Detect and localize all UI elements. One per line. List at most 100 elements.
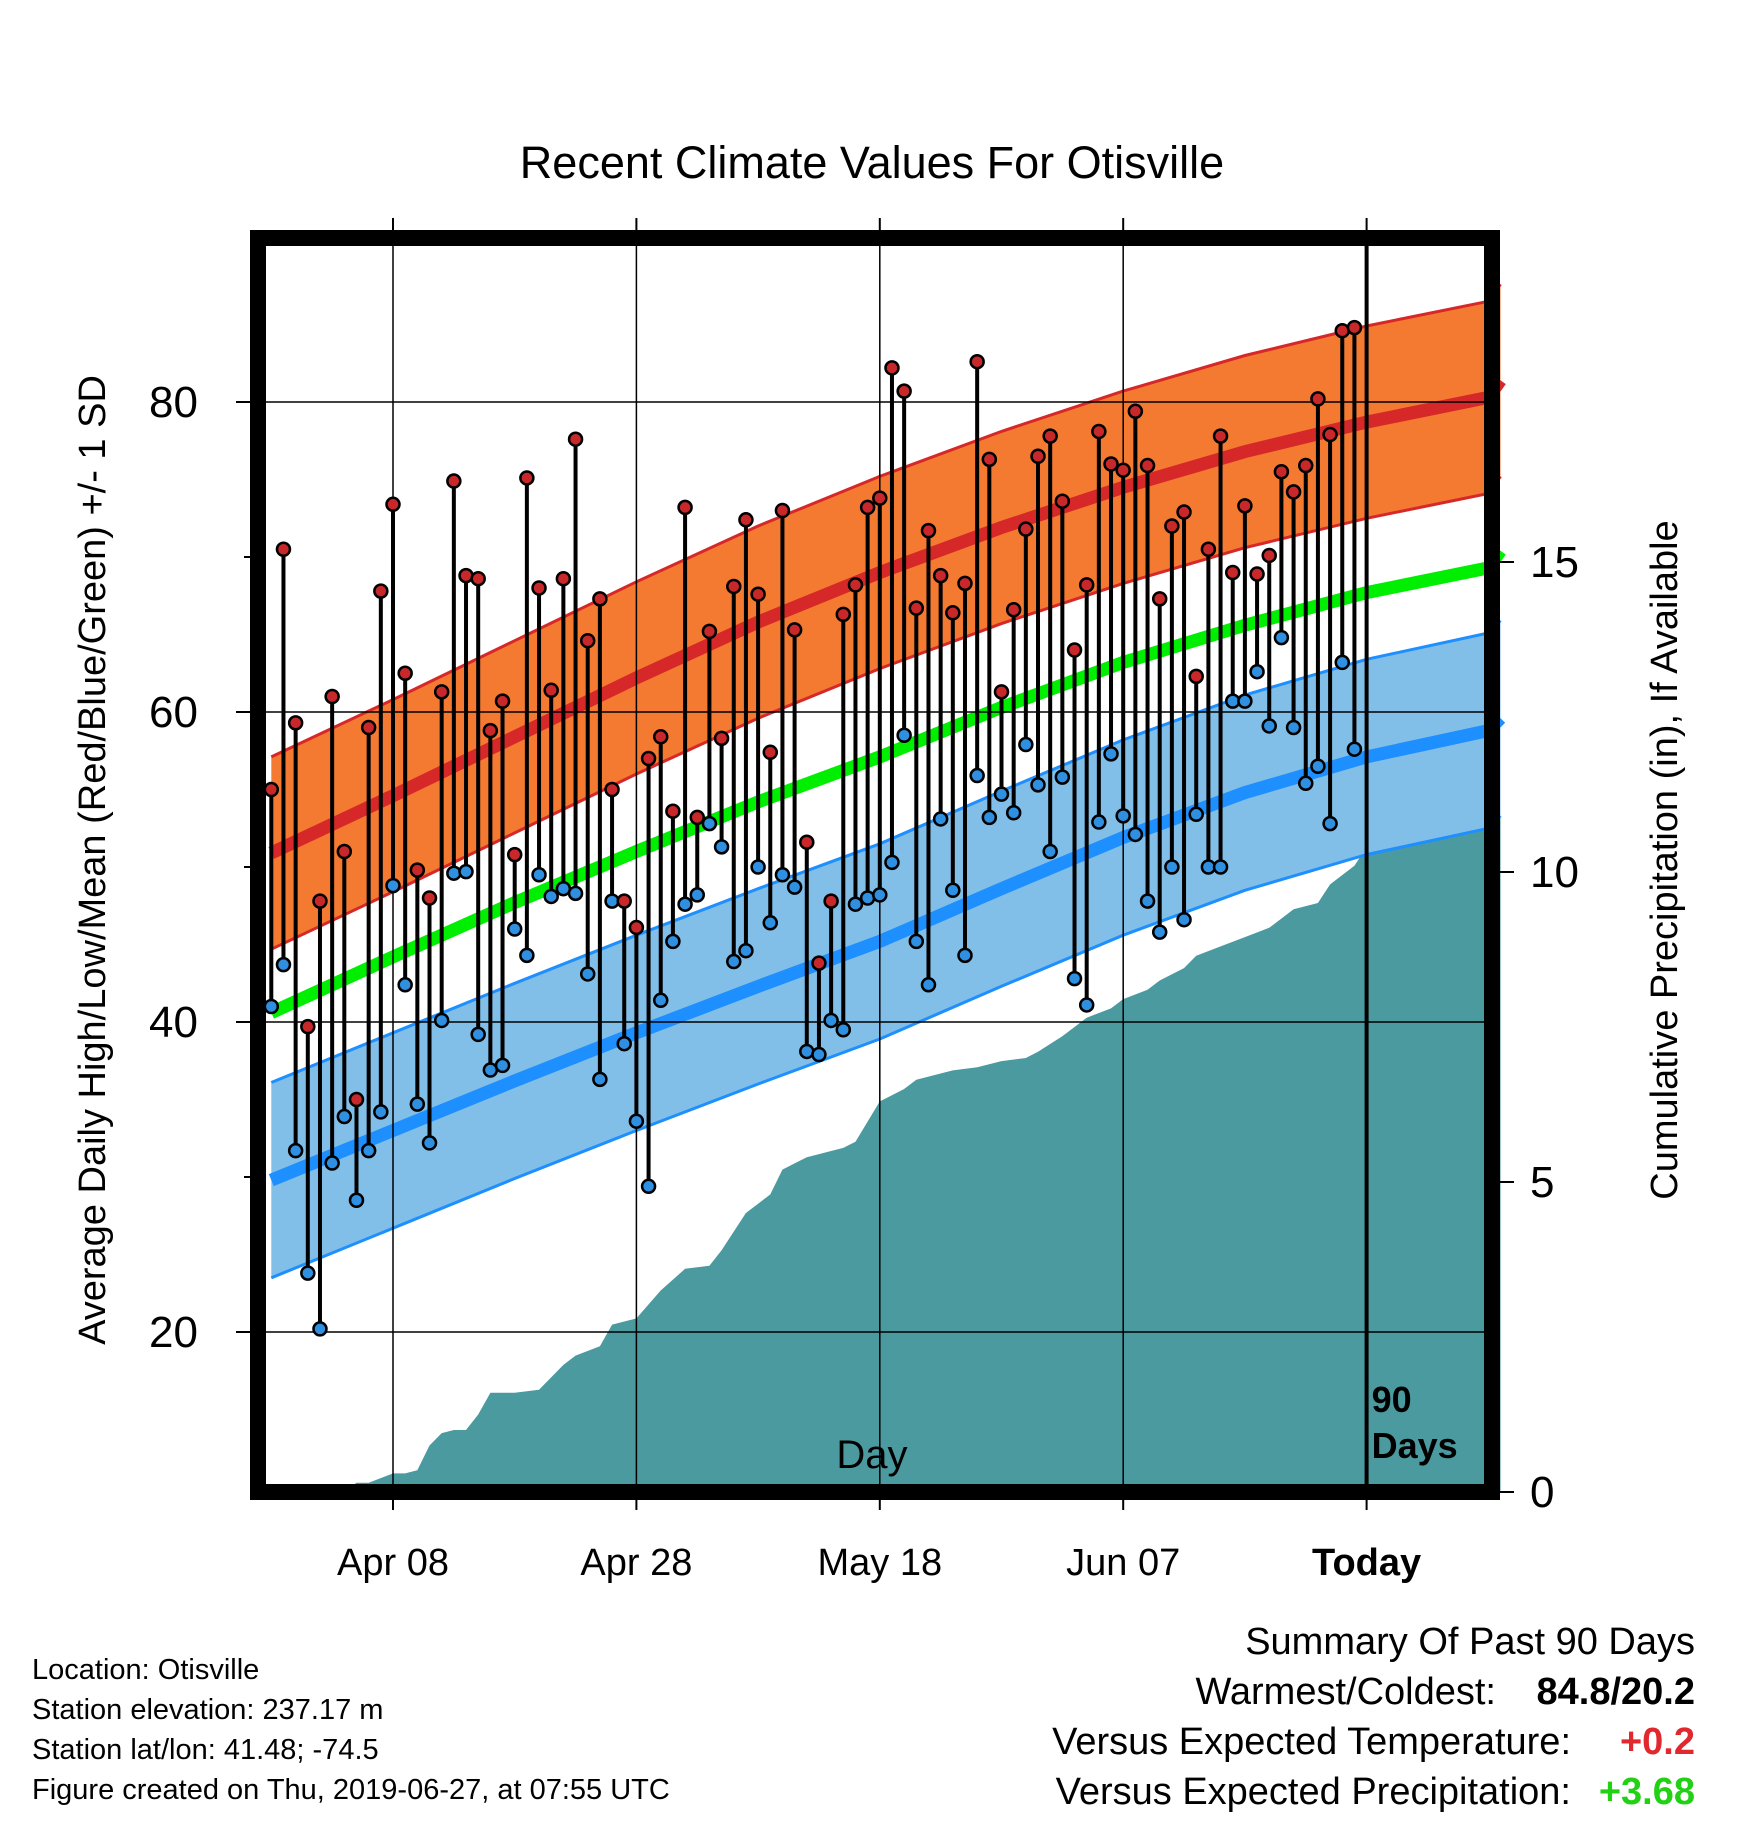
daily-high-point — [397, 665, 413, 681]
daily-high-point — [1139, 457, 1156, 474]
daily-high-point — [1054, 493, 1071, 509]
daily-high-point — [1127, 403, 1144, 420]
daily-high-point — [701, 623, 718, 640]
daily-high-point — [1103, 456, 1119, 472]
daily-low-point — [945, 882, 961, 898]
x-tick-label: Today — [1312, 1542, 1421, 1584]
daily-bar — [1249, 566, 1265, 680]
daily-low-point — [665, 933, 681, 950]
summary-temp: Versus Expected Temperature: +0.2 — [795, 1717, 1695, 1767]
daily-low-point — [628, 1113, 645, 1129]
daily-high-point — [1224, 564, 1241, 581]
temp-deviation-label: Versus Expected Temperature: — [1052, 1721, 1571, 1763]
daily-bar — [579, 632, 596, 982]
daily-high-point — [1310, 391, 1326, 407]
y2-tick-label: 10 — [1530, 848, 1579, 897]
y-tick-label: 40 — [149, 998, 198, 1047]
daily-low-point — [263, 998, 280, 1015]
daily-bar — [628, 919, 645, 1129]
y-tick-label: 60 — [149, 688, 198, 737]
daily-high-point — [579, 632, 596, 649]
daily-bar — [1005, 601, 1022, 821]
summary-heading: Summary Of Past 90 Days — [1245, 1621, 1695, 1663]
daily-high-point — [1237, 498, 1253, 514]
x-tick-label: Jun 07 — [1066, 1542, 1180, 1584]
daily-low-point — [324, 1155, 340, 1171]
daily-high-point — [774, 502, 791, 519]
daily-high-point — [446, 473, 462, 489]
daily-low-point — [1273, 629, 1290, 646]
warm-cold-label: Warmest/Coldest: — [1195, 1671, 1496, 1713]
daily-low-point — [689, 887, 705, 903]
daily-low-point — [1249, 663, 1265, 680]
daily-high-point — [835, 606, 852, 623]
daily-bar — [421, 890, 438, 1151]
daily-bar — [336, 843, 353, 1125]
daily-bar — [872, 490, 888, 903]
precipitation-area — [271, 748, 1501, 1492]
daily-high-point — [336, 843, 353, 860]
daily-bar — [1224, 564, 1241, 709]
daily-high-point — [665, 803, 681, 819]
daily-low-point — [920, 977, 937, 993]
precip-deviation-value: +3.68 — [1598, 1771, 1695, 1813]
daily-bar — [1346, 319, 1363, 757]
daily-low-point — [1078, 997, 1095, 1013]
daily-low-point — [957, 947, 973, 964]
daily-low-point — [458, 863, 474, 880]
normal-high-normal-line — [268, 376, 1506, 859]
normal-high-upper-edge — [270, 283, 1502, 759]
daily-low-point — [1005, 805, 1022, 821]
daily-high-point — [1091, 423, 1107, 440]
daily-low-point — [531, 867, 547, 883]
daily-bar — [811, 955, 827, 1063]
daily-low-point — [1310, 758, 1326, 774]
daily-low-point — [847, 896, 864, 912]
y2-axis-label: Cumulative Precipitation (in), If Availa… — [1644, 520, 1686, 1199]
daily-bars-layer — [263, 319, 1363, 1337]
daily-bar — [1151, 591, 1168, 940]
daily-low-point — [397, 977, 413, 993]
daily-bar — [1273, 464, 1290, 646]
daily-bar — [519, 470, 535, 964]
daily-high-point — [1176, 504, 1192, 520]
daily-bar — [470, 570, 486, 1043]
daily-bar — [908, 600, 925, 950]
precip-deviation-label: Versus Expected Precipitation: — [1055, 1771, 1571, 1813]
y2-tick-label: 15 — [1530, 538, 1579, 587]
daily-high-point — [263, 781, 280, 798]
daily-low-point — [677, 896, 693, 912]
daily-low-point — [567, 885, 584, 902]
daily-high-point — [823, 893, 839, 909]
daily-bar — [713, 730, 730, 855]
daily-high-point — [945, 605, 961, 621]
daily-high-point — [1188, 668, 1204, 685]
daily-high-point — [969, 353, 985, 370]
daily-low-point — [799, 1043, 815, 1060]
daily-low-point — [1151, 924, 1168, 940]
daily-low-point — [360, 1142, 377, 1159]
daily-bar — [1322, 426, 1338, 832]
daily-bar — [397, 665, 413, 993]
daily-high-point — [348, 1091, 365, 1108]
daily-bar — [348, 1091, 365, 1208]
daily-high-point — [738, 512, 754, 528]
daily-bar — [993, 684, 1010, 802]
daily-low-point — [872, 887, 888, 903]
daily-high-point — [385, 496, 401, 513]
daily-bar — [896, 383, 912, 743]
daily-high-point — [616, 893, 632, 909]
daily-bar — [932, 567, 949, 827]
daily-low-point — [859, 890, 876, 906]
daily-low-point — [579, 966, 596, 982]
daily-bar — [665, 803, 681, 950]
daily-bar — [884, 360, 900, 871]
daily-low-point — [519, 947, 535, 964]
daily-bar — [458, 567, 474, 880]
daily-bar — [616, 893, 632, 1052]
daily-bar — [835, 606, 852, 1038]
daily-high-point — [1200, 541, 1217, 557]
daily-high-point — [920, 522, 937, 539]
daily-high-point — [859, 499, 876, 516]
daily-high-point — [896, 383, 912, 399]
